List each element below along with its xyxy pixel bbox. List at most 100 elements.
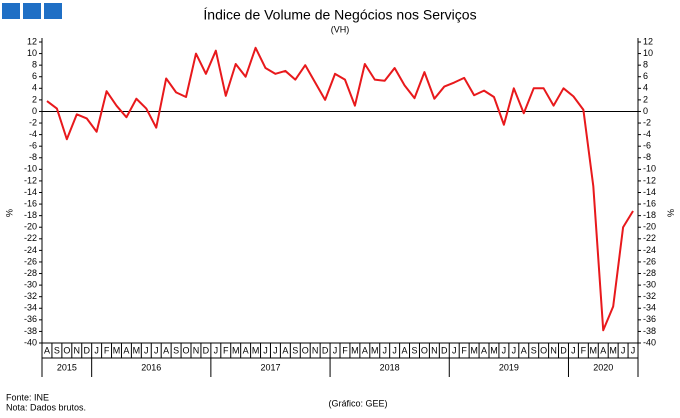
x-tick-label: M bbox=[470, 345, 478, 355]
x-tick-label: O bbox=[302, 345, 309, 355]
data-line bbox=[46, 46, 634, 332]
x-tick-label: J bbox=[214, 345, 219, 355]
x-tick-label: A bbox=[362, 345, 368, 355]
x-tick-label: J bbox=[263, 345, 268, 355]
x-tick-label: D bbox=[203, 345, 210, 355]
x-tick-label: F bbox=[342, 345, 348, 355]
y-tick-label: -26 bbox=[24, 256, 37, 266]
x-tick-label: M bbox=[609, 345, 617, 355]
y2-tick-label: -36 bbox=[643, 314, 656, 324]
y2-tick-label: 12 bbox=[643, 36, 653, 46]
x-tick-label: A bbox=[123, 345, 129, 355]
x-tick-label: J bbox=[452, 345, 457, 355]
x-tick-label: M bbox=[232, 345, 240, 355]
x-tick-label: M bbox=[490, 345, 498, 355]
x-tick-label: N bbox=[431, 345, 438, 355]
y-tick-label: -24 bbox=[24, 245, 37, 255]
y2-tick-label: -34 bbox=[643, 303, 656, 313]
year-label: 2016 bbox=[141, 362, 161, 372]
x-tick-label: J bbox=[154, 345, 159, 355]
x-tick-label: A bbox=[243, 345, 249, 355]
source: Fonte: INE bbox=[6, 392, 49, 402]
year-label: 2019 bbox=[499, 362, 519, 372]
x-tick-label: M bbox=[252, 345, 260, 355]
x-tick-label: A bbox=[163, 345, 169, 355]
y-tick-label: -34 bbox=[24, 303, 37, 313]
year-label: 2018 bbox=[380, 362, 400, 372]
y2-tick-label: 6 bbox=[643, 71, 648, 81]
y2-tick-label: 8 bbox=[643, 60, 648, 70]
x-tick-label: A bbox=[402, 345, 408, 355]
x-tick-label: J bbox=[392, 345, 397, 355]
x-tick-label: A bbox=[481, 345, 487, 355]
y2-tick-label: -4 bbox=[643, 129, 651, 139]
chart-subtitle: (VH) bbox=[331, 24, 350, 34]
y-tick-label: 2 bbox=[32, 94, 37, 104]
y2-axis-label: % bbox=[666, 209, 676, 217]
x-tick-label: J bbox=[631, 345, 636, 355]
y-tick-label: -22 bbox=[24, 233, 37, 243]
y2-tick-label: 10 bbox=[643, 48, 653, 58]
x-tick-label: N bbox=[312, 345, 319, 355]
x-tick-label: J bbox=[382, 345, 387, 355]
x-tick-label: J bbox=[273, 345, 278, 355]
y2-tick-label: -6 bbox=[643, 141, 651, 151]
x-tick-label: F bbox=[581, 345, 587, 355]
x-tick-label: S bbox=[173, 345, 179, 355]
y2-tick-label: -32 bbox=[643, 291, 656, 301]
y2-tick-label: -20 bbox=[643, 222, 656, 232]
x-tick-label: F bbox=[223, 345, 229, 355]
x-tick-label: M bbox=[133, 345, 141, 355]
x-tick-label: A bbox=[44, 345, 50, 355]
x-tick-label: F bbox=[104, 345, 110, 355]
x-tick-label: N bbox=[550, 345, 557, 355]
y-tick-label: 0 bbox=[32, 106, 37, 116]
x-tick-label: O bbox=[63, 345, 70, 355]
x-tick-label: S bbox=[54, 345, 60, 355]
y2-tick-label: 2 bbox=[643, 94, 648, 104]
x-tick-label: S bbox=[292, 345, 298, 355]
year-label: 2017 bbox=[260, 362, 280, 372]
y2-tick-label: -28 bbox=[643, 268, 656, 278]
x-tick-label: M bbox=[113, 345, 121, 355]
y-tick-label: 6 bbox=[32, 71, 37, 81]
y2-tick-label: -12 bbox=[643, 175, 656, 185]
y-tick-label: -32 bbox=[24, 291, 37, 301]
x-tick-label: A bbox=[521, 345, 527, 355]
x-tick-label: J bbox=[144, 345, 149, 355]
x-tick-label: N bbox=[193, 345, 200, 355]
y2-tick-label: -14 bbox=[643, 187, 656, 197]
x-tick-label: J bbox=[621, 345, 626, 355]
y-tick-label: -12 bbox=[24, 175, 37, 185]
y-tick-label: -6 bbox=[29, 141, 37, 151]
y2-tick-label: -18 bbox=[643, 210, 656, 220]
y2-tick-label: -22 bbox=[643, 233, 656, 243]
y2-tick-label: -26 bbox=[643, 256, 656, 266]
y-tick-label: 12 bbox=[27, 36, 37, 46]
y2-tick-label: 4 bbox=[643, 83, 648, 93]
x-tick-label: D bbox=[560, 345, 567, 355]
y-tick-label: -30 bbox=[24, 279, 37, 289]
x-tick-label: J bbox=[512, 345, 517, 355]
note: Nota: Dados brutos. bbox=[6, 402, 86, 412]
x-tick-label: O bbox=[540, 345, 547, 355]
y2-tick-label: -30 bbox=[643, 279, 656, 289]
chart-title: Índice de Volume de Negócios nos Serviço… bbox=[203, 7, 476, 23]
x-tick-label: A bbox=[282, 345, 288, 355]
x-tick-label: M bbox=[371, 345, 379, 355]
x-tick-label: S bbox=[531, 345, 537, 355]
y-tick-label: -2 bbox=[29, 117, 37, 127]
y-tick-label: -14 bbox=[24, 187, 37, 197]
y-tick-label: -8 bbox=[29, 152, 37, 162]
x-tick-label: D bbox=[83, 345, 90, 355]
logo-block bbox=[2, 3, 20, 19]
x-tick-label: J bbox=[94, 345, 99, 355]
y2-tick-label: -2 bbox=[643, 117, 651, 127]
x-tick-label: J bbox=[502, 345, 507, 355]
x-tick-label: M bbox=[351, 345, 359, 355]
x-tick-label: O bbox=[183, 345, 190, 355]
y2-tick-label: 0 bbox=[643, 106, 648, 116]
y-tick-label: 8 bbox=[32, 60, 37, 70]
credit: (Gráfico: GEE) bbox=[328, 398, 387, 408]
